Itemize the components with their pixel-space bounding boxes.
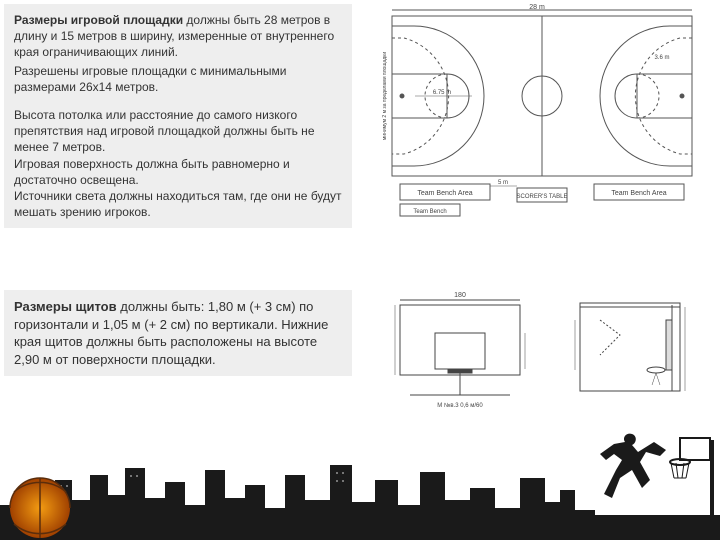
scorer: SCORER'S TABLE [517, 194, 568, 200]
backboard-text: Размеры щитов должны быть: 1,80 м (+ 3 с… [4, 290, 352, 376]
backboard-diagram: 180 M №в.3 0,6 м/60 [370, 285, 710, 415]
basketball-icon [10, 478, 70, 538]
player-silhouette [600, 434, 666, 498]
court-p4: Игровая поверхность должна быть равномер… [14, 156, 342, 188]
dim-36: 3.6 m [654, 55, 669, 61]
court-p3: Высота потолка или расстояние до самого … [14, 107, 342, 156]
side-label: минимум 2 м за пределами площадки [382, 52, 388, 140]
dim-675: 6.75 m [433, 90, 451, 96]
city-silhouette [0, 420, 720, 540]
bench-l: Team Bench [413, 209, 446, 215]
court-p5: Источники света должны находиться там, г… [14, 188, 342, 220]
bench-area-l: Team Bench Area [417, 190, 472, 197]
heading-backboard: Размеры щитов [14, 299, 117, 314]
hoop-icon [670, 438, 712, 515]
length-label: 28 m [529, 4, 545, 11]
bb-width: 180 [454, 292, 466, 299]
court-p2: Разрешены игровые площадки с минимальным… [14, 63, 342, 95]
bench-area-r: Team Bench Area [611, 190, 666, 197]
court-diagram: 28 m 6.75 m 3.6 m минимум 2 м за предела… [372, 4, 712, 234]
heading-court: Размеры игровой площадки [14, 13, 183, 27]
court-dimensions-text: Размеры игровой площадки должны быть 28 … [4, 4, 352, 228]
bb-inner: M №в.3 0,6 м/60 [437, 402, 483, 409]
dim-5: 5 m [498, 180, 508, 186]
